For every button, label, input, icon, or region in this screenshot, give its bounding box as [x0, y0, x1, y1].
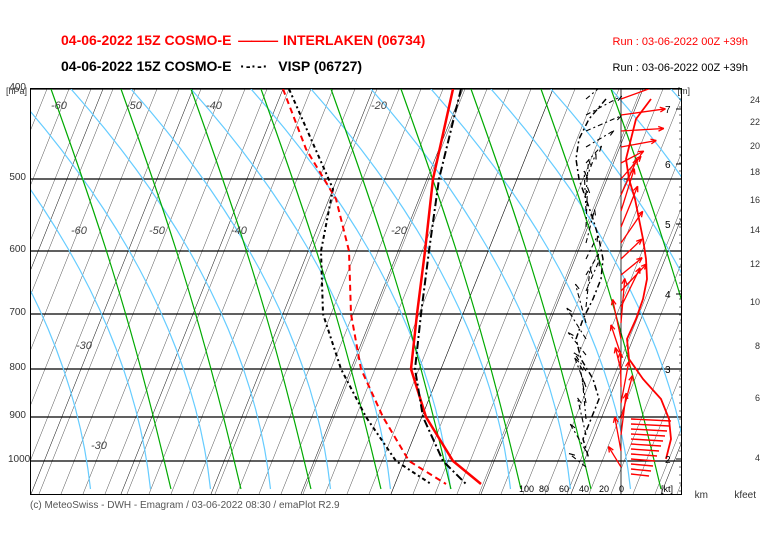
kfeet-tick-label: 16 — [740, 195, 760, 205]
svg-text:-40: -40 — [231, 225, 248, 237]
svg-text:60: 60 — [559, 484, 569, 494]
plot-svg: -60-60-50-50-40-40-30-30-20-201008060402… — [31, 89, 681, 494]
kfeet-unit-label: kfeet — [734, 490, 756, 501]
title1-line-sample: ——— — [235, 32, 283, 48]
kfeet-tick-label: 22 — [740, 117, 760, 127]
title-line-2: 04-06-2022 15Z COSMO-E ·-·-· VISP (06727… — [61, 58, 362, 74]
svg-text:80: 80 — [539, 484, 549, 494]
km-unit-label: km — [695, 490, 708, 501]
title2-datetime: 04-06-2022 15Z COSMO-E — [61, 58, 231, 74]
title-line-1: 04-06-2022 15Z COSMO-E ——— INTERLAKEN (0… — [61, 32, 425, 48]
svg-text:2: 2 — [665, 455, 671, 466]
svg-text:3: 3 — [665, 365, 671, 376]
run-info-2: Run : 03-06-2022 00Z +39h — [613, 62, 748, 74]
svg-text:-20: -20 — [391, 225, 408, 237]
kfeet-tick-label: 4 — [740, 453, 760, 463]
y-tick-label: 400 — [8, 82, 26, 93]
kfeet-tick-label: 10 — [740, 297, 760, 307]
svg-text:-60: -60 — [51, 100, 68, 112]
svg-text:-50: -50 — [149, 225, 166, 237]
svg-text:40: 40 — [579, 484, 589, 494]
svg-text:-60: -60 — [71, 225, 88, 237]
svg-text:-20: -20 — [371, 100, 388, 112]
svg-text:[kt]: [kt] — [661, 484, 673, 494]
kfeet-tick-label: 14 — [740, 225, 760, 235]
kfeet-tick-label: 12 — [740, 259, 760, 269]
run-info-1: Run : 03-06-2022 00Z +39h — [613, 36, 748, 48]
title2-station: VISP (06727) — [278, 58, 362, 74]
kfeet-tick-label: 20 — [740, 141, 760, 151]
y-tick-label: 800 — [8, 362, 26, 373]
y-tick-label: 500 — [8, 172, 26, 183]
kfeet-tick-label: 24 — [740, 95, 760, 105]
svg-text:-50: -50 — [126, 100, 143, 112]
svg-text:0: 0 — [619, 484, 624, 494]
y-tick-label: 1000 — [8, 454, 26, 465]
kfeet-tick-label: 6 — [740, 393, 760, 403]
title1-datetime: 04-06-2022 15Z COSMO-E — [61, 32, 231, 48]
svg-text:-30: -30 — [91, 440, 108, 452]
kfeet-tick-label: 18 — [740, 167, 760, 177]
svg-text:5: 5 — [665, 220, 671, 231]
emagram-plot: -60-60-50-50-40-40-30-30-20-201008060402… — [30, 88, 682, 495]
svg-text:20: 20 — [599, 484, 609, 494]
y-tick-label: 600 — [8, 244, 26, 255]
title2-line-sample: ·-·-· — [235, 58, 278, 74]
svg-text:6: 6 — [665, 160, 671, 171]
y-tick-label: 700 — [8, 307, 26, 318]
svg-text:7: 7 — [665, 105, 671, 116]
svg-text:-30: -30 — [76, 340, 93, 352]
title1-station: INTERLAKEN (06734) — [283, 32, 425, 48]
svg-text:-40: -40 — [206, 100, 223, 112]
kfeet-tick-label: 8 — [740, 341, 760, 351]
footer-credit: (c) MeteoSwiss - DWH - Emagram / 03-06-2… — [30, 500, 340, 511]
svg-text:100: 100 — [519, 484, 534, 494]
emagram-container: 04-06-2022 15Z COSMO-E ——— INTERLAKEN (0… — [0, 0, 766, 541]
svg-text:4: 4 — [665, 290, 671, 301]
y-tick-label: 900 — [8, 410, 26, 421]
